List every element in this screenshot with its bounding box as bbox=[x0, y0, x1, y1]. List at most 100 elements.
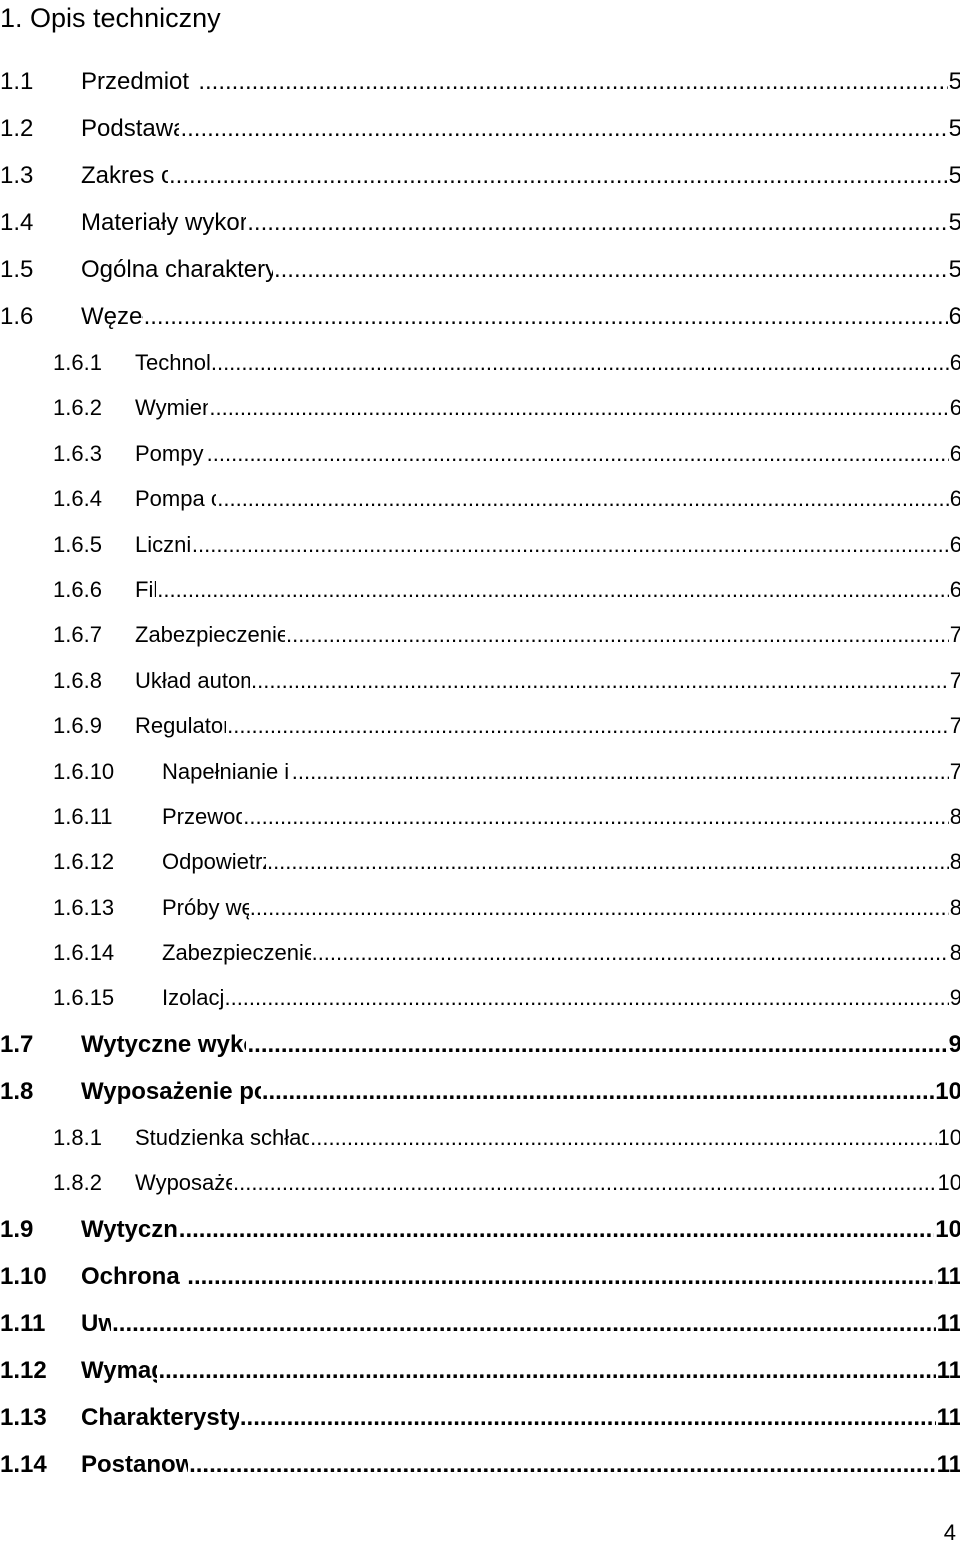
toc-entry[interactable]: 1.6.3 Pompy obiegowe 6 bbox=[0, 431, 960, 476]
toc-entry[interactable]: 1.12 Wymagania BHP 11 bbox=[0, 1347, 960, 1394]
toc-entry-number: 1.6.4 bbox=[53, 486, 102, 512]
toc-entry[interactable]: 1.6.14 Zabezpieczenie antykorozyjne przew… bbox=[0, 930, 960, 975]
toc-dot-leader bbox=[180, 105, 947, 152]
toc-entry[interactable]: 1.6.8 Układ automatycznej regulacji 7 bbox=[0, 658, 960, 703]
toc-entry-title: Wytyczne elektryczne bbox=[81, 1215, 178, 1243]
toc-entry-page: 10 bbox=[937, 1170, 960, 1196]
toc-entry-number: 1.11 bbox=[0, 1309, 46, 1337]
toc-entry[interactable]: 1.14 Postanowienia końcowe 11 bbox=[0, 1441, 960, 1488]
toc-dot-leader bbox=[247, 199, 947, 246]
toc-entry-number: 1.8 bbox=[0, 1077, 34, 1105]
toc-entry-number: 1.12 bbox=[0, 1356, 47, 1384]
toc-dot-leader bbox=[211, 340, 949, 385]
toc-dot-leader bbox=[243, 794, 948, 839]
toc-entry-title: Filtry bbox=[135, 576, 157, 602]
toc-dot-leader bbox=[189, 1441, 936, 1488]
toc-entry[interactable]: 1.1 Przedmiot i cel opracowania 5 bbox=[0, 58, 960, 105]
toc-dot-leader bbox=[207, 431, 949, 476]
toc-entry-number: 1.6.7 bbox=[53, 622, 102, 648]
toc-entry[interactable]: 1.7 Wytyczne wykonania prac budowlanych 9 bbox=[0, 1021, 960, 1068]
toc-entry[interactable]: 1.11 Uwagi 11 bbox=[0, 1300, 960, 1347]
toc-entry[interactable]: 1.6.10 Napełnianie i uzupełnianie instala… bbox=[0, 749, 960, 794]
toc-entry[interactable]: 1.6 Węzeł cieplny 6 bbox=[0, 293, 960, 340]
toc-entry-title: Zabezpieczenie antykorozyjne przewodów bbox=[162, 940, 311, 966]
toc-entry-number: 1.14 bbox=[0, 1450, 47, 1478]
toc-entry[interactable]: 1.6.1 Technologia węzła 6 bbox=[0, 340, 960, 385]
toc-dot-leader bbox=[262, 1068, 934, 1115]
toc-entry-title: Ochrona przed hałasem bbox=[81, 1262, 186, 1290]
toc-entry[interactable]: 1.9 Wytyczne elektryczne 10 bbox=[0, 1206, 960, 1253]
toc-entry-number: 1.6.15 bbox=[53, 985, 115, 1011]
toc-entry[interactable]: 1.10 Ochrona przed hałasem 11 bbox=[0, 1253, 960, 1300]
toc-dot-leader bbox=[179, 1206, 935, 1253]
toc-entry[interactable]: 1.3 Zakres opracowania 5 bbox=[0, 152, 960, 199]
toc-entry-page: 9 bbox=[948, 1030, 960, 1058]
toc-entry-page: 7 bbox=[949, 667, 960, 693]
toc-dot-leader bbox=[274, 246, 948, 293]
toc-entry-number: 1.6.8 bbox=[53, 667, 102, 693]
toc-entry-page: 11 bbox=[936, 1450, 960, 1478]
toc-entry[interactable]: 1.6.2 Wymienniki ciepła 6 bbox=[0, 385, 960, 430]
section-heading: 1. Opis techniczny bbox=[0, 3, 221, 33]
toc-entry-page: 7 bbox=[949, 713, 960, 739]
toc-dot-leader bbox=[227, 703, 949, 748]
toc-entry-title: Węzeł cieplny bbox=[81, 303, 143, 330]
toc-entry-number: 1.6.3 bbox=[53, 440, 102, 466]
toc-entry-title: Ogólna charakterystyka obiektu zasilaneg… bbox=[81, 256, 273, 283]
toc-entry[interactable]: 1.6.7 Zabezpieczenie instalacji c.o., c.t… bbox=[0, 612, 960, 657]
toc-entry-page: 6 bbox=[949, 531, 960, 557]
toc-entry-page: 6 bbox=[948, 303, 960, 330]
toc-entry[interactable]: 1.6.9 Regulator hydrauliczny 7 bbox=[0, 703, 960, 748]
toc-dot-leader bbox=[312, 930, 949, 975]
toc-entry[interactable]: 1.2 Podstawa opracowania 5 bbox=[0, 105, 960, 152]
toc-entry[interactable]: 1.8 Wyposażenie pomieszczenia węzła ciepl… bbox=[0, 1068, 960, 1115]
toc-entry[interactable]: 1.4 Materiały wykorzystane przy projektow… bbox=[0, 199, 960, 246]
toc-entry[interactable]: 1.6.15 Izolacje cieplne 9 bbox=[0, 975, 960, 1020]
toc-entry-page: 11 bbox=[936, 1309, 960, 1337]
toc-entry[interactable]: 1.6.6 Filtry 6 bbox=[0, 567, 960, 612]
toc-dot-leader bbox=[157, 567, 948, 612]
toc-entry-page: 10 bbox=[935, 1077, 960, 1105]
toc-entry-page: 6 bbox=[949, 395, 960, 421]
toc-entry-title: Wymagania BHP bbox=[81, 1356, 157, 1384]
toc-entry-page: 8 bbox=[949, 940, 960, 966]
toc-entry-page: 5 bbox=[948, 68, 960, 95]
toc-entry-number: 1.4 bbox=[0, 209, 34, 236]
toc-entry-number: 1.1 bbox=[0, 68, 34, 95]
toc-entry[interactable]: 1.8.2 Wyposażenie dodatkowe 10 bbox=[0, 1160, 960, 1205]
toc-entry-page: 5 bbox=[948, 162, 960, 189]
toc-entry-number: 1.6.1 bbox=[53, 350, 102, 375]
toc-entry-page: 8 bbox=[949, 803, 960, 829]
toc-entry-title: Wyposażenie pomieszczenia węzła cieplneg… bbox=[81, 1077, 261, 1105]
toc-entry-page: 10 bbox=[935, 1215, 960, 1243]
toc-entry-title: Próby węzła cieplnego bbox=[162, 894, 249, 920]
toc-entry-number: 1.2 bbox=[0, 115, 34, 142]
toc-entry[interactable]: 1.8.1 Studzienka schładzająca i odprowadz… bbox=[0, 1115, 960, 1160]
toc-dot-leader bbox=[198, 58, 947, 105]
toc-entry[interactable]: 1.6.11 Przewody i armatura 8 bbox=[0, 794, 960, 839]
toc-entry[interactable]: 1.5 Ogólna charakterystyka obiektu zasila… bbox=[0, 246, 960, 293]
toc-dot-leader bbox=[169, 152, 948, 199]
toc-entry-title: Wytyczne wykonania prac budowlanych bbox=[81, 1030, 246, 1058]
toc-entry[interactable]: 1.13 Charakterystyka energetyczna obiektu… bbox=[0, 1394, 960, 1441]
toc-entry-number: 1.13 bbox=[0, 1403, 47, 1431]
toc-entry[interactable]: 1.6.5 Licznik ciepła 6 bbox=[0, 522, 960, 567]
toc-entry[interactable]: 1.6.12 Odpowietrzenia przewodów 8 bbox=[0, 839, 960, 884]
table-of-contents: 1.1 Przedmiot i cel opracowania 5 1.2 Podsta… bbox=[0, 58, 960, 1488]
toc-entry-number: 1.6.13 bbox=[53, 894, 115, 920]
toc-entry-title: Technologia węzła bbox=[135, 350, 210, 375]
toc-entry-page: 5 bbox=[948, 209, 960, 236]
toc-entry-title: Uwagi bbox=[81, 1309, 112, 1337]
toc-entry[interactable]: 1.6.13 Próby węzła cieplnego 8 bbox=[0, 885, 960, 930]
toc-entry-number: 1.10 bbox=[0, 1262, 47, 1290]
toc-entry-page: 6 bbox=[949, 576, 960, 602]
toc-entry-number: 1.9 bbox=[0, 1215, 34, 1243]
toc-entry-number: 1.6.10 bbox=[53, 758, 115, 784]
toc-dot-leader bbox=[247, 1021, 947, 1068]
toc-entry-title: Regulator hydrauliczny bbox=[135, 713, 227, 739]
toc-entry[interactable]: 1.6.4 Pompa cyrkulacyjna 6 bbox=[0, 476, 960, 521]
toc-entry-number: 1.6.6 bbox=[53, 576, 102, 602]
toc-entry-title: Wyposażenie dodatkowe bbox=[135, 1170, 232, 1196]
toc-entry-page: 11 bbox=[936, 1262, 960, 1290]
toc-entry-number: 1.6 bbox=[0, 303, 34, 330]
